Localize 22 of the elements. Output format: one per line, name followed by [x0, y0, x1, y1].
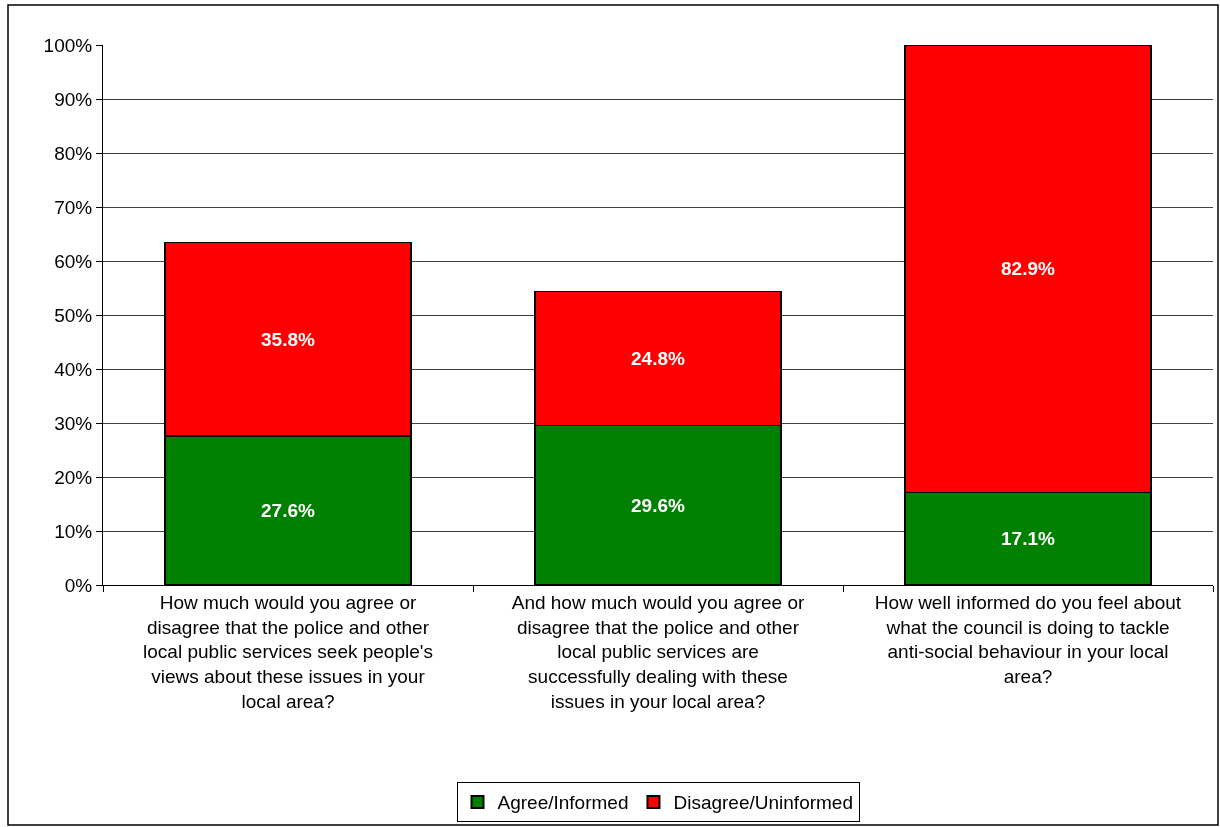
data-label: 29.6%	[631, 494, 685, 516]
y-tick-label: 0%	[64, 574, 93, 596]
legend-label: Agree/Informed	[497, 792, 629, 814]
data-label: 82.9%	[1001, 258, 1055, 280]
y-tick-label: 50%	[54, 304, 93, 326]
y-tick-label: 100%	[43, 34, 93, 56]
y-tick-label: 30%	[54, 412, 93, 434]
data-label: 24.8%	[631, 347, 685, 369]
y-tick-label: 20%	[54, 466, 93, 488]
x-tick-label: How much would you agree or disagree that the police and other local public services seek people's views about these issues in your local area?	[143, 591, 433, 712]
data-label: 35.8%	[261, 328, 315, 350]
y-tick-label: 40%	[54, 358, 93, 380]
data-label: 17.1%	[1001, 528, 1055, 550]
data-label: 27.6%	[261, 499, 315, 521]
legend-label: Disagree/Uninformed	[673, 792, 853, 814]
y-tick-label: 70%	[54, 196, 93, 218]
x-tick-label: How well informed do you feel about what the council is doing to tackle anti-social behaviour in your local area?	[874, 591, 1182, 687]
y-tick-label: 90%	[54, 88, 93, 110]
x-tick-label: And how much would you agree or disagree that the police and other local public services are successfully dealing with these issues in your local area?	[511, 591, 805, 712]
y-tick-label: 10%	[54, 520, 93, 542]
y-tick-label: 80%	[54, 142, 93, 164]
y-tick-label: 60%	[54, 250, 93, 272]
